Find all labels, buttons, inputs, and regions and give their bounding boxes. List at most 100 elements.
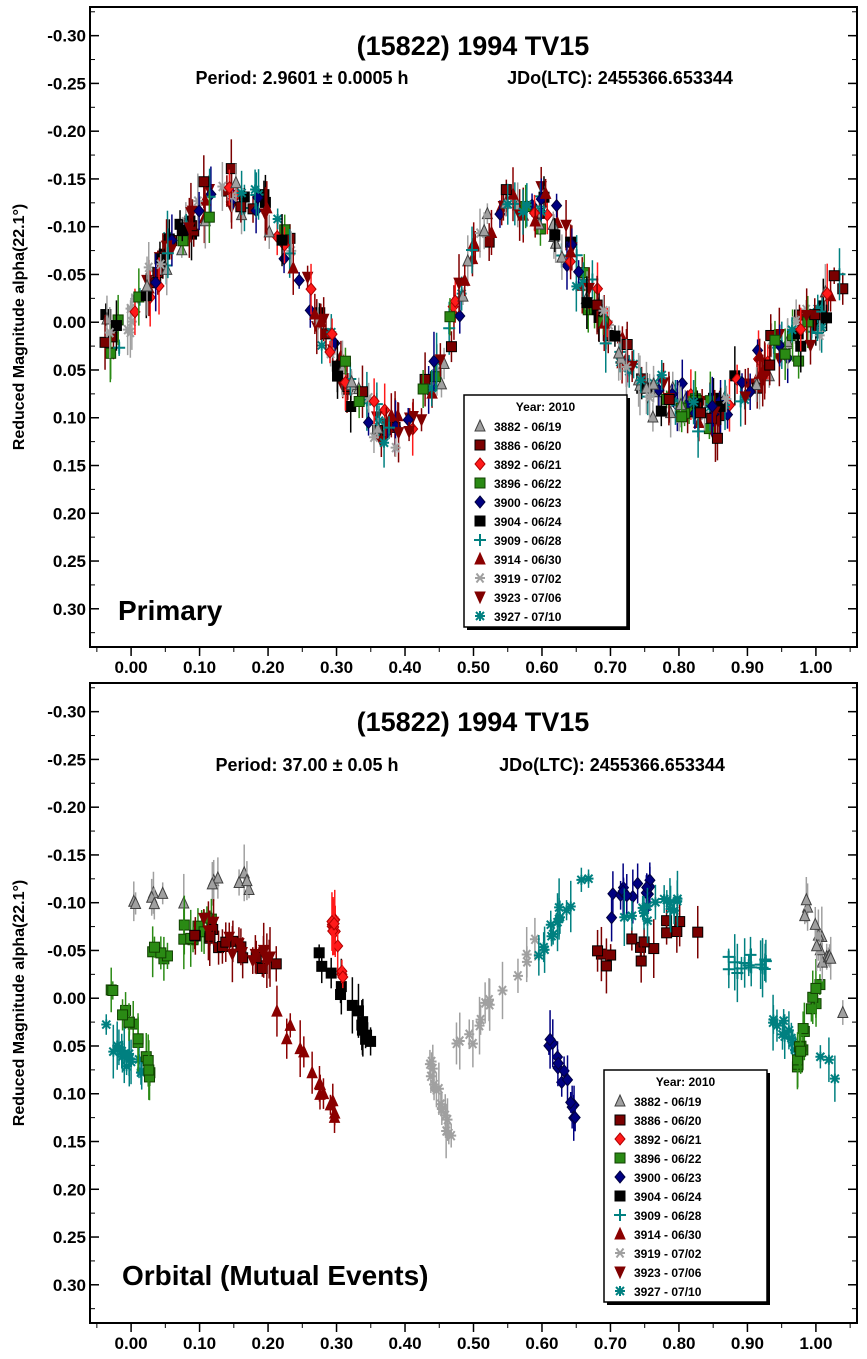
- data-point: [368, 432, 379, 443]
- x-tick-label: 0.40: [388, 658, 421, 677]
- x-tick-label: 0.00: [115, 658, 148, 677]
- data-point: [674, 916, 686, 928]
- data-point: [332, 370, 344, 382]
- data-point: [287, 260, 300, 274]
- data-point: [104, 327, 115, 338]
- data-point: [464, 1029, 475, 1040]
- data-point: [257, 944, 270, 958]
- data-point: [444, 311, 456, 323]
- data-point: [313, 947, 325, 959]
- data-point: [161, 247, 174, 260]
- y-tick-label: 0.20: [53, 504, 86, 523]
- legend-marker: [615, 1247, 625, 1259]
- legend-entry: 3923 - 07/06: [494, 591, 562, 605]
- data-point: [769, 334, 781, 346]
- data-point: [828, 270, 840, 282]
- data-point: [419, 373, 431, 385]
- legend-marker: [614, 1190, 626, 1202]
- data-point: [768, 1014, 779, 1025]
- data-point: [484, 999, 495, 1010]
- data-point: [758, 962, 771, 975]
- data-point: [556, 249, 568, 263]
- data-point: [665, 904, 676, 915]
- data-point: [415, 414, 428, 427]
- epoch-label: JDo(LTC): 2455366.653344: [499, 755, 725, 775]
- data-point: [379, 403, 391, 417]
- data-point: [549, 236, 562, 249]
- legend-marker: [474, 477, 486, 489]
- data-point: [795, 1045, 807, 1057]
- legend-box: [603, 1069, 768, 1303]
- data-point: [443, 322, 456, 335]
- data-point: [670, 397, 681, 408]
- y-tick-label: -0.10: [47, 218, 86, 237]
- data-point: [212, 870, 224, 884]
- data-point: [313, 1076, 326, 1090]
- legend-entry: 3914 - 06/30: [494, 553, 562, 567]
- data-point: [189, 929, 201, 941]
- data-point: [538, 942, 549, 953]
- y-tick-label: 0.30: [53, 600, 86, 619]
- data-point: [787, 1037, 798, 1048]
- legend-marker: [474, 418, 486, 432]
- data-point: [810, 938, 823, 952]
- legend-entry: 3923 - 07/06: [634, 1266, 702, 1280]
- data-point: [462, 253, 474, 267]
- data-point: [160, 262, 173, 275]
- data-point: [797, 1023, 809, 1035]
- orbital-lightcurve-panel: (15822) 1994 TV15 Period: 37.00 ± 0.05 h…: [11, 682, 858, 1353]
- legend-marker: [614, 1209, 626, 1221]
- data-point: [517, 206, 528, 217]
- x-tick-label: 0.10: [183, 1334, 216, 1353]
- x-tick-label: 0.20: [252, 1334, 285, 1353]
- data-point: [121, 1061, 132, 1072]
- data-point: [183, 222, 196, 236]
- data-point: [621, 361, 632, 373]
- data-point: [226, 948, 239, 962]
- data-point: [821, 312, 833, 324]
- data-point: [815, 1051, 826, 1062]
- data-point: [644, 391, 655, 403]
- data-point: [581, 297, 593, 309]
- x-tick-label: 0.40: [388, 1334, 421, 1353]
- data-point: [549, 229, 561, 241]
- data-point: [113, 341, 126, 354]
- legend-marker: [474, 551, 486, 565]
- data-point: [203, 211, 215, 223]
- data-point: [722, 963, 735, 976]
- data-point: [607, 886, 619, 901]
- axis-ticks: -0.30 -0.25 -0.20 -0.15 -0.10 -0.05 0.00 0.05 0.…: [47, 687, 857, 1353]
- data-point: [560, 219, 572, 233]
- data-point: [771, 1020, 782, 1031]
- data-point: [576, 874, 587, 885]
- y-tick-label: 0.00: [53, 989, 86, 1008]
- data-point: [569, 1110, 581, 1125]
- legend-marker: [614, 1114, 626, 1126]
- data-point: [451, 1038, 462, 1049]
- y-tick-label: 0.10: [53, 1085, 86, 1104]
- data-point: [110, 320, 122, 332]
- y-tick-label: 0.05: [53, 1037, 86, 1056]
- data-point: [655, 405, 667, 417]
- data-point: [328, 1110, 341, 1123]
- x-tick-label: 0.30: [320, 658, 353, 677]
- legend-marker: [474, 534, 486, 546]
- legend-entry: 3904 - 06/24: [634, 1190, 702, 1204]
- data-point: [552, 917, 563, 928]
- legend-entry: 3927 - 07/10: [494, 610, 562, 624]
- y-tick-label: -0.20: [47, 122, 86, 141]
- x-tick-label: 1.00: [799, 658, 832, 677]
- y-tick-label: 0.00: [53, 313, 86, 332]
- legend-marker: [474, 591, 486, 605]
- data-point: [561, 905, 572, 916]
- data-point: [129, 896, 142, 909]
- x-tick-label: 0.90: [731, 1334, 764, 1353]
- data-point: [270, 958, 282, 970]
- data-point: [598, 305, 609, 316]
- data-point: [647, 376, 660, 390]
- legend-entry: 3909 - 06/28: [494, 534, 562, 548]
- y-tick-label: -0.20: [47, 798, 86, 817]
- data-point: [198, 912, 210, 926]
- data-point: [711, 432, 723, 444]
